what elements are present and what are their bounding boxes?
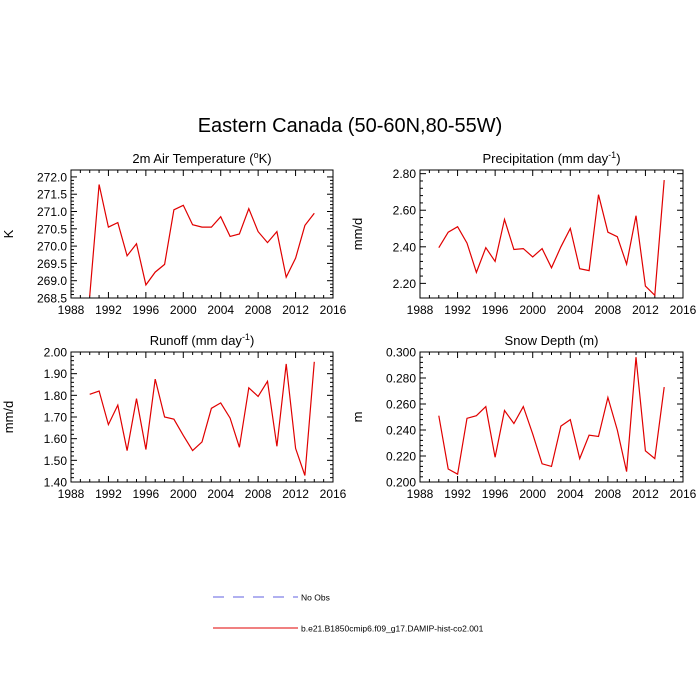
temperature-y-tick-label: 271.0 xyxy=(37,205,67,219)
precipitation-x-tick-label: 2016 xyxy=(670,303,697,317)
runoff-y-axis-label: mm/d xyxy=(1,401,16,434)
runoff-x-tick-label: 2000 xyxy=(170,487,197,501)
temperature-series-line xyxy=(89,184,315,297)
snow-depth-y-tick-label: 0.220 xyxy=(386,450,416,464)
temperature-y-tick-label: 268.5 xyxy=(37,292,67,306)
snow-depth-y-tick-label: 0.240 xyxy=(386,424,416,438)
runoff-x-tick-label: 2004 xyxy=(207,487,234,501)
precipitation-x-tick-label: 2004 xyxy=(557,303,584,317)
snow-depth-x-tick-label: 2008 xyxy=(595,487,622,501)
temperature-x-tick-label: 1992 xyxy=(95,303,122,317)
precipitation-x-tick-label: 1988 xyxy=(407,303,434,317)
precipitation-y-tick-label: 2.40 xyxy=(393,240,417,254)
temperature-y-tick-label: 270.5 xyxy=(37,222,67,236)
snow-depth-y-axis-label: m xyxy=(350,412,365,423)
legend-label-no-obs: No Obs xyxy=(301,593,330,603)
precipitation-y-tick-label: 2.80 xyxy=(393,167,417,181)
temperature-y-tick-label: 272.0 xyxy=(37,170,67,184)
precipitation-panel: Precipitation (mm day-1) 1988 1992 1996 2000… xyxy=(350,150,697,317)
chart-title: Eastern Canada (50-60N,80-55W) xyxy=(197,115,503,137)
runoff-x-tick-label: 1988 xyxy=(58,487,85,501)
runoff-x-tick-label: 1992 xyxy=(95,487,122,501)
snow-depth-panel: Snow Depth (m) 1988 1992 1996 2000 2004 2008 20… xyxy=(350,333,697,501)
runoff-x-tick-label: 1996 xyxy=(133,487,160,501)
runoff-series-line xyxy=(89,361,315,476)
temperature-panel: 2m Air Temperature (oK) 1988 1992 1996 2000 2… xyxy=(1,150,347,317)
precipitation-x-tick-label: 2008 xyxy=(595,303,622,317)
precipitation-y-tick-label: 2.20 xyxy=(393,277,417,291)
precipitation-x-tick-label: 2000 xyxy=(519,303,546,317)
snow-depth-y-tick-label: 0.300 xyxy=(386,346,416,360)
precipitation-x-tick-label: 2012 xyxy=(632,303,659,317)
temperature-y-tick-label: 271.5 xyxy=(37,188,67,202)
temperature-panel-title: 2m Air Temperature (oK) xyxy=(132,150,271,166)
runoff-y-tick-label: 1.80 xyxy=(44,389,68,403)
snow-depth-x-tick-label: 1988 xyxy=(407,487,434,501)
snow-depth-y-tick-label: 0.280 xyxy=(386,372,416,386)
precipitation-y-tick-label: 2.60 xyxy=(393,204,417,218)
precipitation-x-tick-label: 1996 xyxy=(482,303,509,317)
temperature-y-tick-label: 269.0 xyxy=(37,274,67,288)
runoff-x-tick-label: 2016 xyxy=(320,487,347,501)
snow-depth-x-tick-label: 2000 xyxy=(519,487,546,501)
runoff-x-tick-label: 2012 xyxy=(282,487,309,501)
runoff-panel-title: Runoff (mm day-1) xyxy=(150,332,255,348)
runoff-y-tick-label: 1.70 xyxy=(44,411,68,425)
temperature-x-tick-label: 1988 xyxy=(58,303,85,317)
snow-depth-x-tick-label: 1996 xyxy=(482,487,509,501)
runoff-y-tick-label: 1.90 xyxy=(44,367,68,381)
snow-depth-x-tick-label: 2004 xyxy=(557,487,584,501)
runoff-y-tick-label: 1.60 xyxy=(44,432,68,446)
snow-depth-y-tick-label: 0.200 xyxy=(386,476,416,490)
precipitation-series-line xyxy=(438,180,665,297)
snow-depth-series-line xyxy=(438,357,665,476)
precipitation-y-axis-label: mm/d xyxy=(350,218,365,251)
snow-depth-x-tick-label: 2016 xyxy=(670,487,697,501)
snow-depth-panel-title: Snow Depth (m) xyxy=(505,333,599,348)
snow-depth-x-tick-label: 2012 xyxy=(632,487,659,501)
temperature-plot-frame xyxy=(70,169,334,299)
runoff-y-tick-label: 2.00 xyxy=(44,346,68,360)
precipitation-plot-frame xyxy=(419,169,684,299)
temperature-y-tick-label: 270.0 xyxy=(37,240,67,254)
precipitation-x-tick-label: 1992 xyxy=(444,303,471,317)
temperature-x-tick-label: 2016 xyxy=(320,303,347,317)
temperature-x-tick-label: 2012 xyxy=(282,303,309,317)
temperature-x-tick-label: 2004 xyxy=(207,303,234,317)
temperature-x-tick-label: 2008 xyxy=(245,303,272,317)
temperature-y-tick-label: 269.5 xyxy=(37,257,67,271)
snow-depth-x-tick-label: 1992 xyxy=(444,487,471,501)
temperature-x-tick-label: 2000 xyxy=(170,303,197,317)
precipitation-panel-title: Precipitation (mm day-1) xyxy=(482,150,620,166)
runoff-x-tick-label: 2008 xyxy=(245,487,272,501)
runoff-plot-frame xyxy=(70,351,334,483)
runoff-y-tick-label: 1.40 xyxy=(44,476,68,490)
snow-depth-y-tick-label: 0.260 xyxy=(386,398,416,412)
temperature-x-tick-label: 1996 xyxy=(133,303,160,317)
temperature-y-axis-label: K xyxy=(1,229,16,238)
legend: No Obs b.e21.B1850cmip6.f09_g17.DAMIP-his… xyxy=(213,593,484,634)
runoff-panel: Runoff (mm day-1) 1988 1992 1996 2000 2004 200… xyxy=(1,332,347,501)
legend-label-model: b.e21.B1850cmip6.f09_g17.DAMIP-hist-co2.… xyxy=(301,624,484,634)
runoff-y-tick-label: 1.50 xyxy=(44,454,68,468)
